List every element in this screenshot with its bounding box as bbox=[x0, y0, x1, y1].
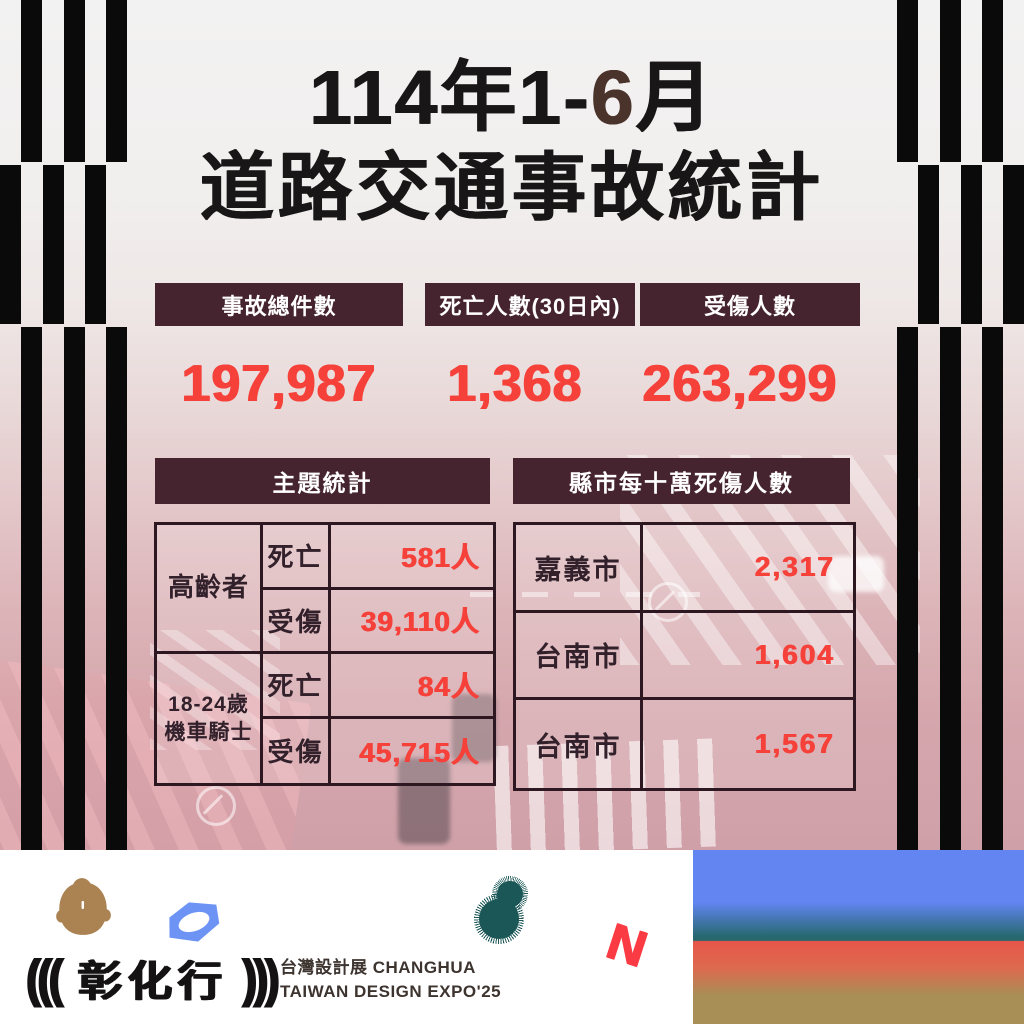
title-line1: 114年1-6月 bbox=[309, 55, 715, 141]
city-table-header: 縣市每十萬死傷人數 bbox=[513, 458, 850, 504]
right-bars-segment-bottom bbox=[897, 327, 1003, 850]
red-n-mark: N bbox=[599, 912, 654, 980]
stat-label-injuries: 受傷人數 bbox=[640, 283, 860, 326]
right-bars-segment-middle bbox=[918, 165, 1024, 324]
topic-category-elderly: 高齡者 bbox=[157, 525, 263, 654]
event-line1: 台灣設計展 CHANGHUA bbox=[280, 958, 476, 977]
topic-table: 高齡者 死亡 581人 受傷 39,110人 18-24歲 機車騎士 死亡 84… bbox=[154, 522, 496, 786]
stat-label-deaths: 死亡人數(30日內) bbox=[425, 283, 635, 326]
city-name: 嘉義市 bbox=[516, 525, 643, 613]
teal-spiky-blob-icon bbox=[474, 894, 524, 944]
event-line2: TAIWAN DESIGN EXPO'25 bbox=[280, 981, 502, 1001]
topic-row-value: 84人 bbox=[331, 654, 493, 719]
blue-hex-nut-icon bbox=[169, 902, 220, 942]
logo-left-parens: ((( bbox=[26, 948, 64, 1008]
page-title: 114年1-6月 道路交通事故統計 bbox=[130, 52, 894, 233]
city-table: 嘉義市 2,317 台南市 1,604 台南市 1,567 bbox=[513, 522, 856, 791]
tan-figure-blob-icon bbox=[56, 878, 111, 935]
right-bars-segment-top bbox=[897, 0, 1003, 162]
topic-row-value: 39,110人 bbox=[331, 589, 493, 654]
stat-label-total-accidents: 事故總件數 bbox=[155, 283, 403, 326]
topic-row-label: 受傷 bbox=[263, 589, 331, 654]
topic-row-value: 581人 bbox=[331, 525, 493, 590]
logo-wordmark: 彰化行 bbox=[77, 958, 228, 1006]
topic-row-label: 死亡 bbox=[263, 525, 331, 590]
city-value: 1,567 bbox=[643, 700, 853, 788]
city-name: 台南市 bbox=[516, 612, 643, 701]
left-bars-segment-bottom bbox=[21, 327, 127, 850]
changhua-logo: ((( 彰化行 ))) bbox=[26, 946, 280, 1010]
title-line2: 道路交通事故統計 bbox=[200, 146, 824, 230]
stat-value-deaths: 1,368 bbox=[447, 355, 583, 413]
title-highlight-6: 6 bbox=[590, 55, 636, 141]
logo-right-parens: ))) bbox=[241, 948, 280, 1008]
topic-row-value: 45,715人 bbox=[331, 718, 493, 783]
event-title-text: 台灣設計展 CHANGHUA TAIWAN DESIGN EXPO'25 bbox=[280, 956, 501, 1004]
footer: N ((( 彰化行 ))) 台灣設計展 CHANGHUA TAIWAN DESI… bbox=[0, 850, 1024, 1024]
left-bars-segment-top bbox=[21, 0, 127, 162]
stat-value-injuries: 263,299 bbox=[642, 355, 838, 413]
topic-row-label: 受傷 bbox=[263, 718, 331, 783]
topic-category-young-riders: 18-24歲 機車騎士 bbox=[157, 654, 263, 783]
stat-value-total-accidents: 197,987 bbox=[181, 355, 377, 413]
city-name: 台南市 bbox=[516, 700, 643, 788]
left-bars-segment-middle bbox=[0, 165, 106, 324]
topic-row-label: 死亡 bbox=[263, 654, 331, 719]
city-value: 1,604 bbox=[643, 612, 853, 701]
city-value: 2,317 bbox=[643, 525, 853, 613]
topic-table-header: 主題統計 bbox=[155, 458, 490, 504]
gradient-color-block bbox=[693, 850, 1024, 1024]
no-stopping-road-marking bbox=[196, 786, 236, 826]
